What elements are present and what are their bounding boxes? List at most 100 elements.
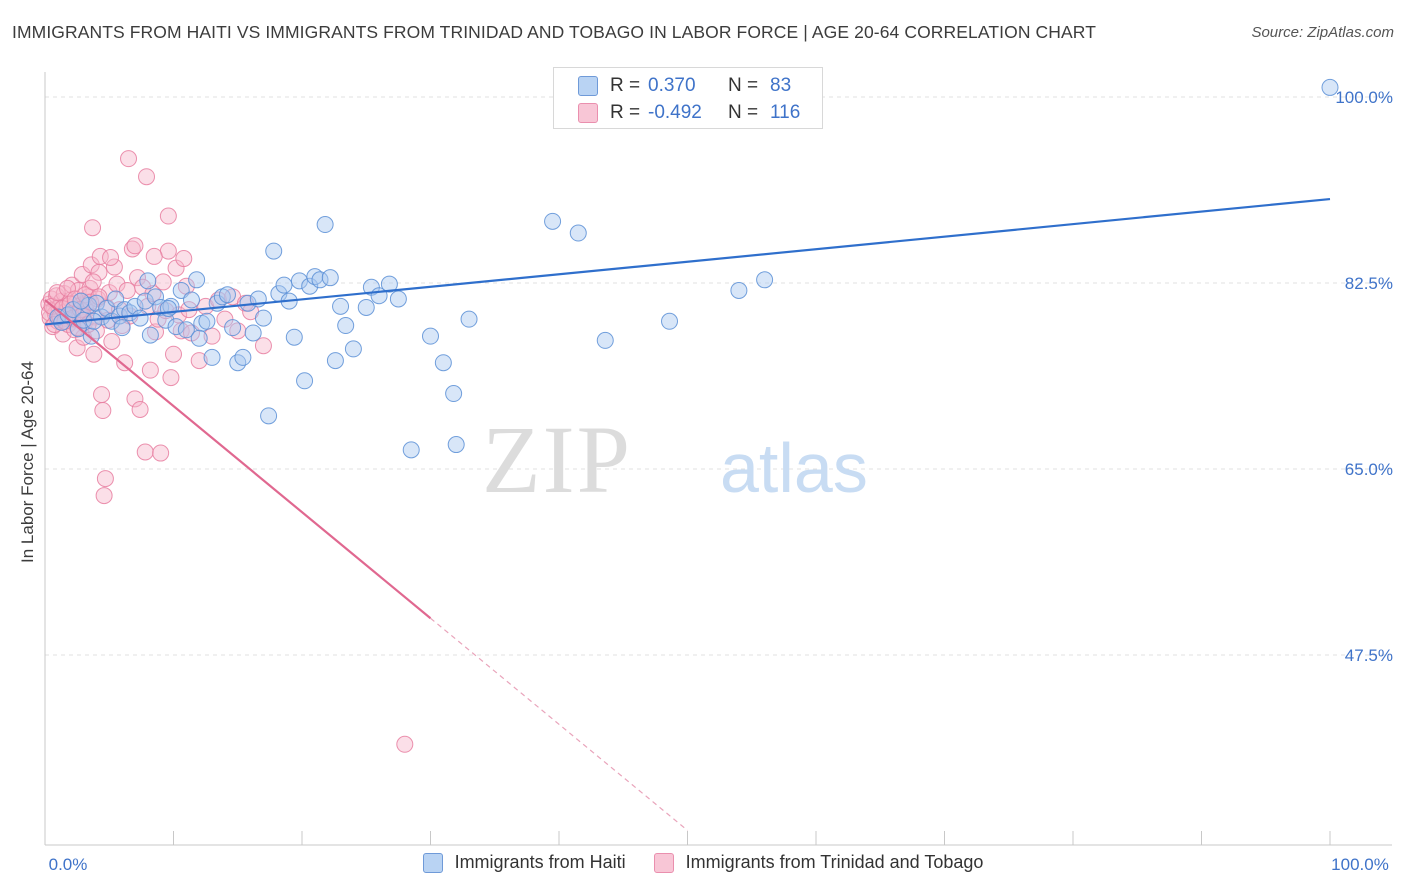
haiti-point-36 — [229, 354, 247, 372]
haiti-point-50 — [301, 277, 319, 295]
trinidad-point-80 — [190, 352, 208, 370]
trinidad-swatch — [578, 103, 598, 123]
trinidad-legend-swatch — [653, 852, 674, 873]
haiti-point-35 — [224, 319, 242, 337]
trinidad-point-67 — [152, 444, 170, 462]
haiti-trend-line — [44, 197, 1331, 326]
trinidad-point-41 — [93, 386, 111, 404]
legend-item-haiti[interactable]: Immigrants from Haiti — [422, 852, 626, 873]
haiti-point-39 — [244, 324, 262, 342]
trinidad-point-22 — [68, 339, 86, 357]
trinidad-n-label: N = — [728, 102, 759, 123]
x-tick-label-start: 0.0% — [49, 855, 88, 874]
trinidad-r-value: -0.492 — [648, 102, 702, 123]
legend-item-trinidad[interactable]: Immigrants from Trinidad and Tobago — [653, 852, 984, 873]
haiti-legend-label: Immigrants from Haiti — [454, 852, 626, 872]
haiti-point-56 — [332, 297, 350, 315]
haiti-point-18 — [136, 292, 154, 310]
trinidad-point-107 — [84, 273, 102, 291]
haiti-point-73 — [389, 290, 407, 308]
series-legend: Immigrants from Haiti Immigrants from Tr… — [0, 852, 1406, 873]
haiti-point-75 — [139, 272, 157, 290]
trinidad-trend-line — [44, 299, 432, 620]
haiti-point-71 — [730, 281, 748, 299]
haiti-point-10 — [98, 300, 116, 318]
haiti-legend-swatch — [422, 852, 443, 873]
chart-title: IMMIGRANTS FROM HAITI VS IMMIGRANTS FROM… — [12, 22, 1096, 42]
haiti-point-69 — [544, 212, 562, 230]
trinidad-legend-label: Immigrants from Trinidad and Tobago — [685, 852, 984, 872]
haiti-point-68 — [460, 310, 478, 328]
haiti-point-57 — [337, 317, 355, 335]
trinidad-point-98 — [61, 295, 79, 313]
watermark: ZIP atlas — [482, 406, 868, 513]
haiti-point-78 — [72, 292, 90, 310]
haiti-point-51 — [306, 268, 324, 286]
trinidad-point-43 — [95, 487, 113, 505]
haiti-point-30 — [198, 312, 216, 330]
haiti-point-34 — [218, 286, 236, 304]
y-tick-label-0: 100.0% — [1335, 88, 1393, 107]
source-label: Source: ZipAtlas.com — [1251, 24, 1394, 41]
trinidad-point-82 — [203, 327, 221, 345]
trinidad-point-63 — [141, 361, 159, 379]
haiti-n-value: 83 — [770, 75, 792, 96]
haiti-r-label: R = — [610, 75, 641, 96]
haiti-swatch — [578, 76, 598, 96]
haiti-point-23 — [162, 297, 180, 315]
trinidad-point-56 — [123, 240, 141, 258]
haiti-point-49 — [296, 372, 314, 390]
trinidad-point-108 — [120, 150, 138, 168]
haiti-point-31 — [203, 348, 221, 366]
haiti-point-80 — [1321, 78, 1339, 96]
haiti-point-37 — [234, 348, 252, 366]
trinidad-point-68 — [154, 273, 172, 291]
haiti-point-63 — [402, 441, 420, 459]
haiti-point-17 — [131, 309, 149, 327]
series-haiti-points — [49, 78, 1339, 459]
haiti-point-20 — [147, 288, 165, 306]
haiti-point-76 — [113, 319, 131, 337]
y-tick-label-2: 65.0% — [1345, 460, 1393, 479]
haiti-point-58 — [344, 340, 362, 358]
haiti-point-9 — [93, 308, 111, 326]
legend-row-trinidad: R = -0.492 N = 116 — [578, 101, 800, 125]
trinidad-point-93 — [48, 284, 66, 302]
series-trinidad-points — [40, 150, 414, 753]
trend-lines — [44, 197, 1331, 831]
trinidad-point-35 — [85, 345, 103, 363]
haiti-point-53 — [316, 216, 334, 234]
trinidad-point-109 — [138, 168, 156, 186]
trinidad-point-70 — [159, 242, 177, 260]
y-tick-label-1: 82.5% — [1345, 274, 1393, 293]
trinidad-point-71 — [162, 369, 180, 387]
trinidad-point-48 — [103, 332, 121, 350]
watermark-atlas: atlas — [720, 429, 868, 507]
haiti-point-42 — [260, 407, 278, 425]
haiti-point-79 — [159, 300, 177, 318]
haiti-point-74 — [190, 329, 208, 347]
axes — [44, 72, 1392, 846]
trinidad-point-57 — [126, 390, 144, 408]
haiti-point-19 — [141, 326, 159, 344]
trinidad-point-58 — [129, 269, 147, 287]
haiti-point-59 — [357, 298, 375, 316]
trinidad-point-72 — [165, 345, 182, 363]
haiti-point-82 — [596, 331, 614, 349]
haiti-point-54 — [321, 269, 339, 287]
haiti-point-47 — [285, 328, 303, 346]
correlation-legend: R = 0.370 N = 83 R = -0.492 N = 116 — [553, 67, 823, 129]
trinidad-point-103 — [74, 306, 92, 324]
haiti-point-55 — [326, 352, 344, 370]
trinidad-r-label: R = — [610, 102, 641, 123]
tick-labels: 100.0% 82.5% 65.0% 47.5% 0.0% 100.0% — [49, 88, 1393, 874]
haiti-point-26 — [177, 321, 195, 339]
haiti-point-43 — [265, 242, 283, 260]
trinidad-point-65 — [147, 323, 165, 341]
trinidad-point-42 — [94, 402, 112, 420]
trinidad-point-49 — [105, 258, 123, 276]
trinidad-point-114 — [396, 735, 414, 753]
haiti-point-66 — [445, 385, 463, 403]
haiti-point-28 — [188, 271, 206, 289]
watermark-zip: ZIP — [482, 406, 632, 513]
